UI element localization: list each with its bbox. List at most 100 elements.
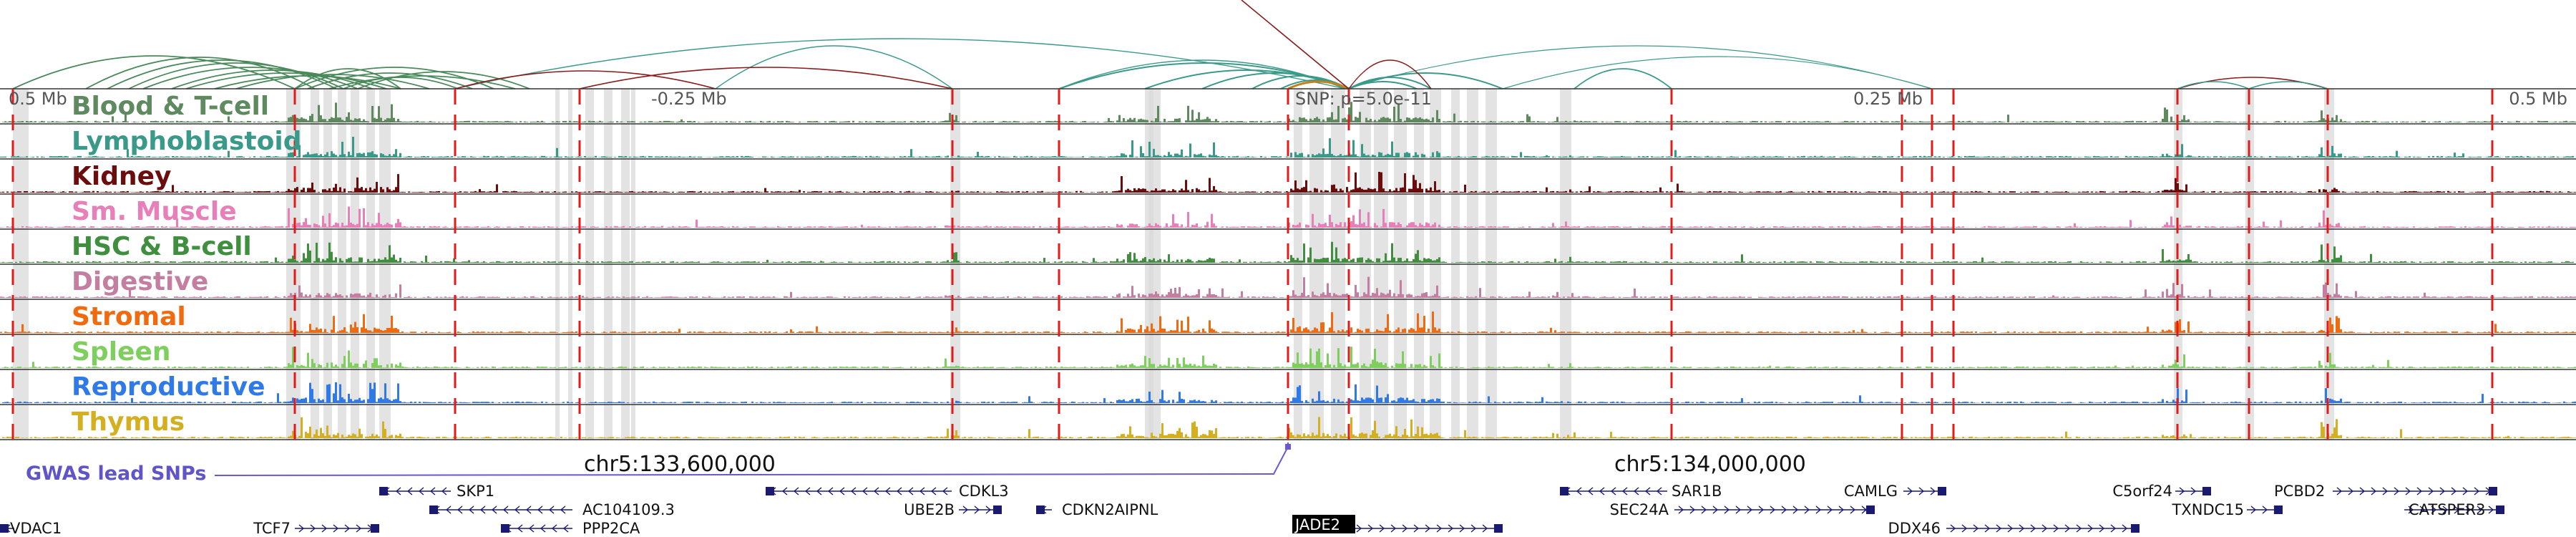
interaction-arc — [1287, 80, 1350, 90]
distance-tick-label: 0.25 Mb — [1853, 89, 1923, 109]
gene-exon — [1938, 487, 1946, 495]
strand-arrow — [551, 524, 557, 533]
interaction-arc — [357, 71, 530, 90]
coordinate-axis: chr5:133,600,000 chr5:134,000,000 GWAS lea… — [26, 442, 1806, 485]
gene-exon — [2489, 487, 2497, 495]
gene-label: CAMLG — [1844, 483, 1898, 500]
strand-arrow — [548, 505, 555, 514]
strand-arrow — [1678, 505, 1684, 514]
strand-arrow — [793, 487, 799, 495]
distance-axis: 0.5 Mb -0.25 Mb SNP: p=5.0e-11 0.25 Mb 0.5 M… — [9, 89, 2567, 109]
interaction-arc — [1241, 0, 1350, 90]
strand-arrow — [2030, 524, 2036, 533]
strand-arrow — [1379, 524, 1385, 533]
strand-arrow — [1356, 524, 1362, 533]
strand-arrow — [321, 524, 328, 533]
strand-arrow — [441, 487, 447, 495]
strand-arrow — [1576, 487, 1582, 495]
strand-arrow — [1656, 487, 1662, 495]
strand-arrow — [502, 505, 509, 514]
strand-arrow — [1470, 524, 1477, 533]
gene-label: CDKN2AIPNL — [1062, 501, 1158, 518]
gene-label: VDAC1 — [10, 520, 62, 537]
strand-arrow — [2451, 487, 2457, 495]
strand-arrow — [1425, 524, 1431, 533]
interaction-arc — [2248, 81, 2328, 90]
strand-arrow — [827, 487, 834, 495]
strand-arrow — [2442, 505, 2449, 514]
track-label: Digestive — [72, 267, 208, 296]
gene-exon — [1560, 487, 1568, 495]
strand-arrow — [491, 505, 497, 514]
strand-arrow — [1973, 524, 1979, 533]
signal-0 — [0, 102, 2576, 122]
strand-arrow — [816, 487, 822, 495]
strand-arrow — [1815, 505, 1822, 514]
strand-arrow — [1413, 524, 1420, 533]
strand-arrow — [514, 505, 520, 514]
strand-arrow — [1770, 505, 1776, 514]
track-labels: Blood & T-cell Lymphoblastoid Kidney Sm. Mu… — [72, 92, 302, 437]
gene-label: DDX46 — [1888, 520, 1941, 537]
strand-arrow — [525, 505, 532, 514]
signal-7 — [0, 347, 2576, 368]
track-label: Kidney — [72, 162, 172, 191]
strand-arrow — [1448, 524, 1454, 533]
gene-label: SEC24A — [1610, 501, 1669, 518]
strand-arrow — [2439, 487, 2446, 495]
strand-arrow — [2179, 487, 2185, 495]
gene-exon — [2274, 505, 2283, 514]
strand-arrow — [1918, 487, 1925, 495]
gene-exon — [1494, 524, 1503, 533]
strand-arrow — [2099, 524, 2105, 533]
strand-arrow — [2190, 487, 2197, 495]
strand-arrow — [862, 487, 868, 495]
gwas-snp-marker — [1285, 444, 1291, 450]
gene-exon — [2496, 505, 2504, 514]
strand-arrow — [562, 524, 569, 533]
coordinate-label-right: chr5:134,000,000 — [1614, 452, 1806, 477]
strand-arrow — [2405, 487, 2411, 495]
gene-label: TXNDC15 — [2172, 501, 2244, 518]
gene-label: C5orf24 — [2112, 483, 2172, 500]
strand-arrow — [2064, 524, 2071, 533]
strand-arrow — [962, 505, 969, 514]
strand-arrow — [2250, 505, 2257, 514]
gene-label: UBE2B — [904, 501, 955, 518]
strand-arrow — [2488, 505, 2494, 514]
strand-arrow — [2262, 505, 2268, 514]
strand-arrow — [930, 487, 937, 495]
strand-arrow — [2382, 487, 2389, 495]
strand-arrow — [1950, 524, 1956, 533]
strand-arrow — [1482, 524, 1488, 533]
gene-label: PPP2CA — [582, 520, 640, 537]
interaction-arc — [307, 72, 473, 90]
strand-arrow — [1827, 505, 1833, 514]
interaction-arc — [294, 68, 401, 90]
strand-arrow — [1459, 524, 1465, 533]
interaction-arc — [2177, 81, 2250, 90]
strand-arrow — [333, 524, 339, 533]
gene-exon — [371, 524, 379, 533]
strand-arrow — [1996, 524, 2002, 533]
strand-arrow — [468, 505, 474, 514]
strand-arrow — [1689, 505, 1696, 514]
track-label: Stromal — [72, 302, 186, 332]
strand-arrow — [1850, 505, 1856, 514]
strand-arrow — [2408, 505, 2414, 514]
interaction-arcs — [12, 0, 2328, 90]
interaction-arc — [328, 75, 516, 90]
distance-tick-label: -0.25 Mb — [651, 89, 727, 109]
strand-arrow — [2019, 524, 2025, 533]
strand-arrow — [344, 524, 351, 533]
strand-arrow — [2416, 487, 2423, 495]
strand-arrow — [1804, 505, 1810, 514]
strand-arrow — [1402, 524, 1408, 533]
gene-exon — [429, 505, 438, 514]
strand-arrow — [1621, 487, 1628, 495]
gene-annotations: SKP1 CDKL3 SAR1B CAMLG C5orf24 PCBD2 AC104109.… — [0, 483, 2504, 537]
distance-tick-label: 0.5 Mb — [9, 89, 67, 109]
eqtl-lines — [11, 89, 2494, 440]
coordinate-label-left: chr5:133,600,000 — [584, 452, 776, 477]
